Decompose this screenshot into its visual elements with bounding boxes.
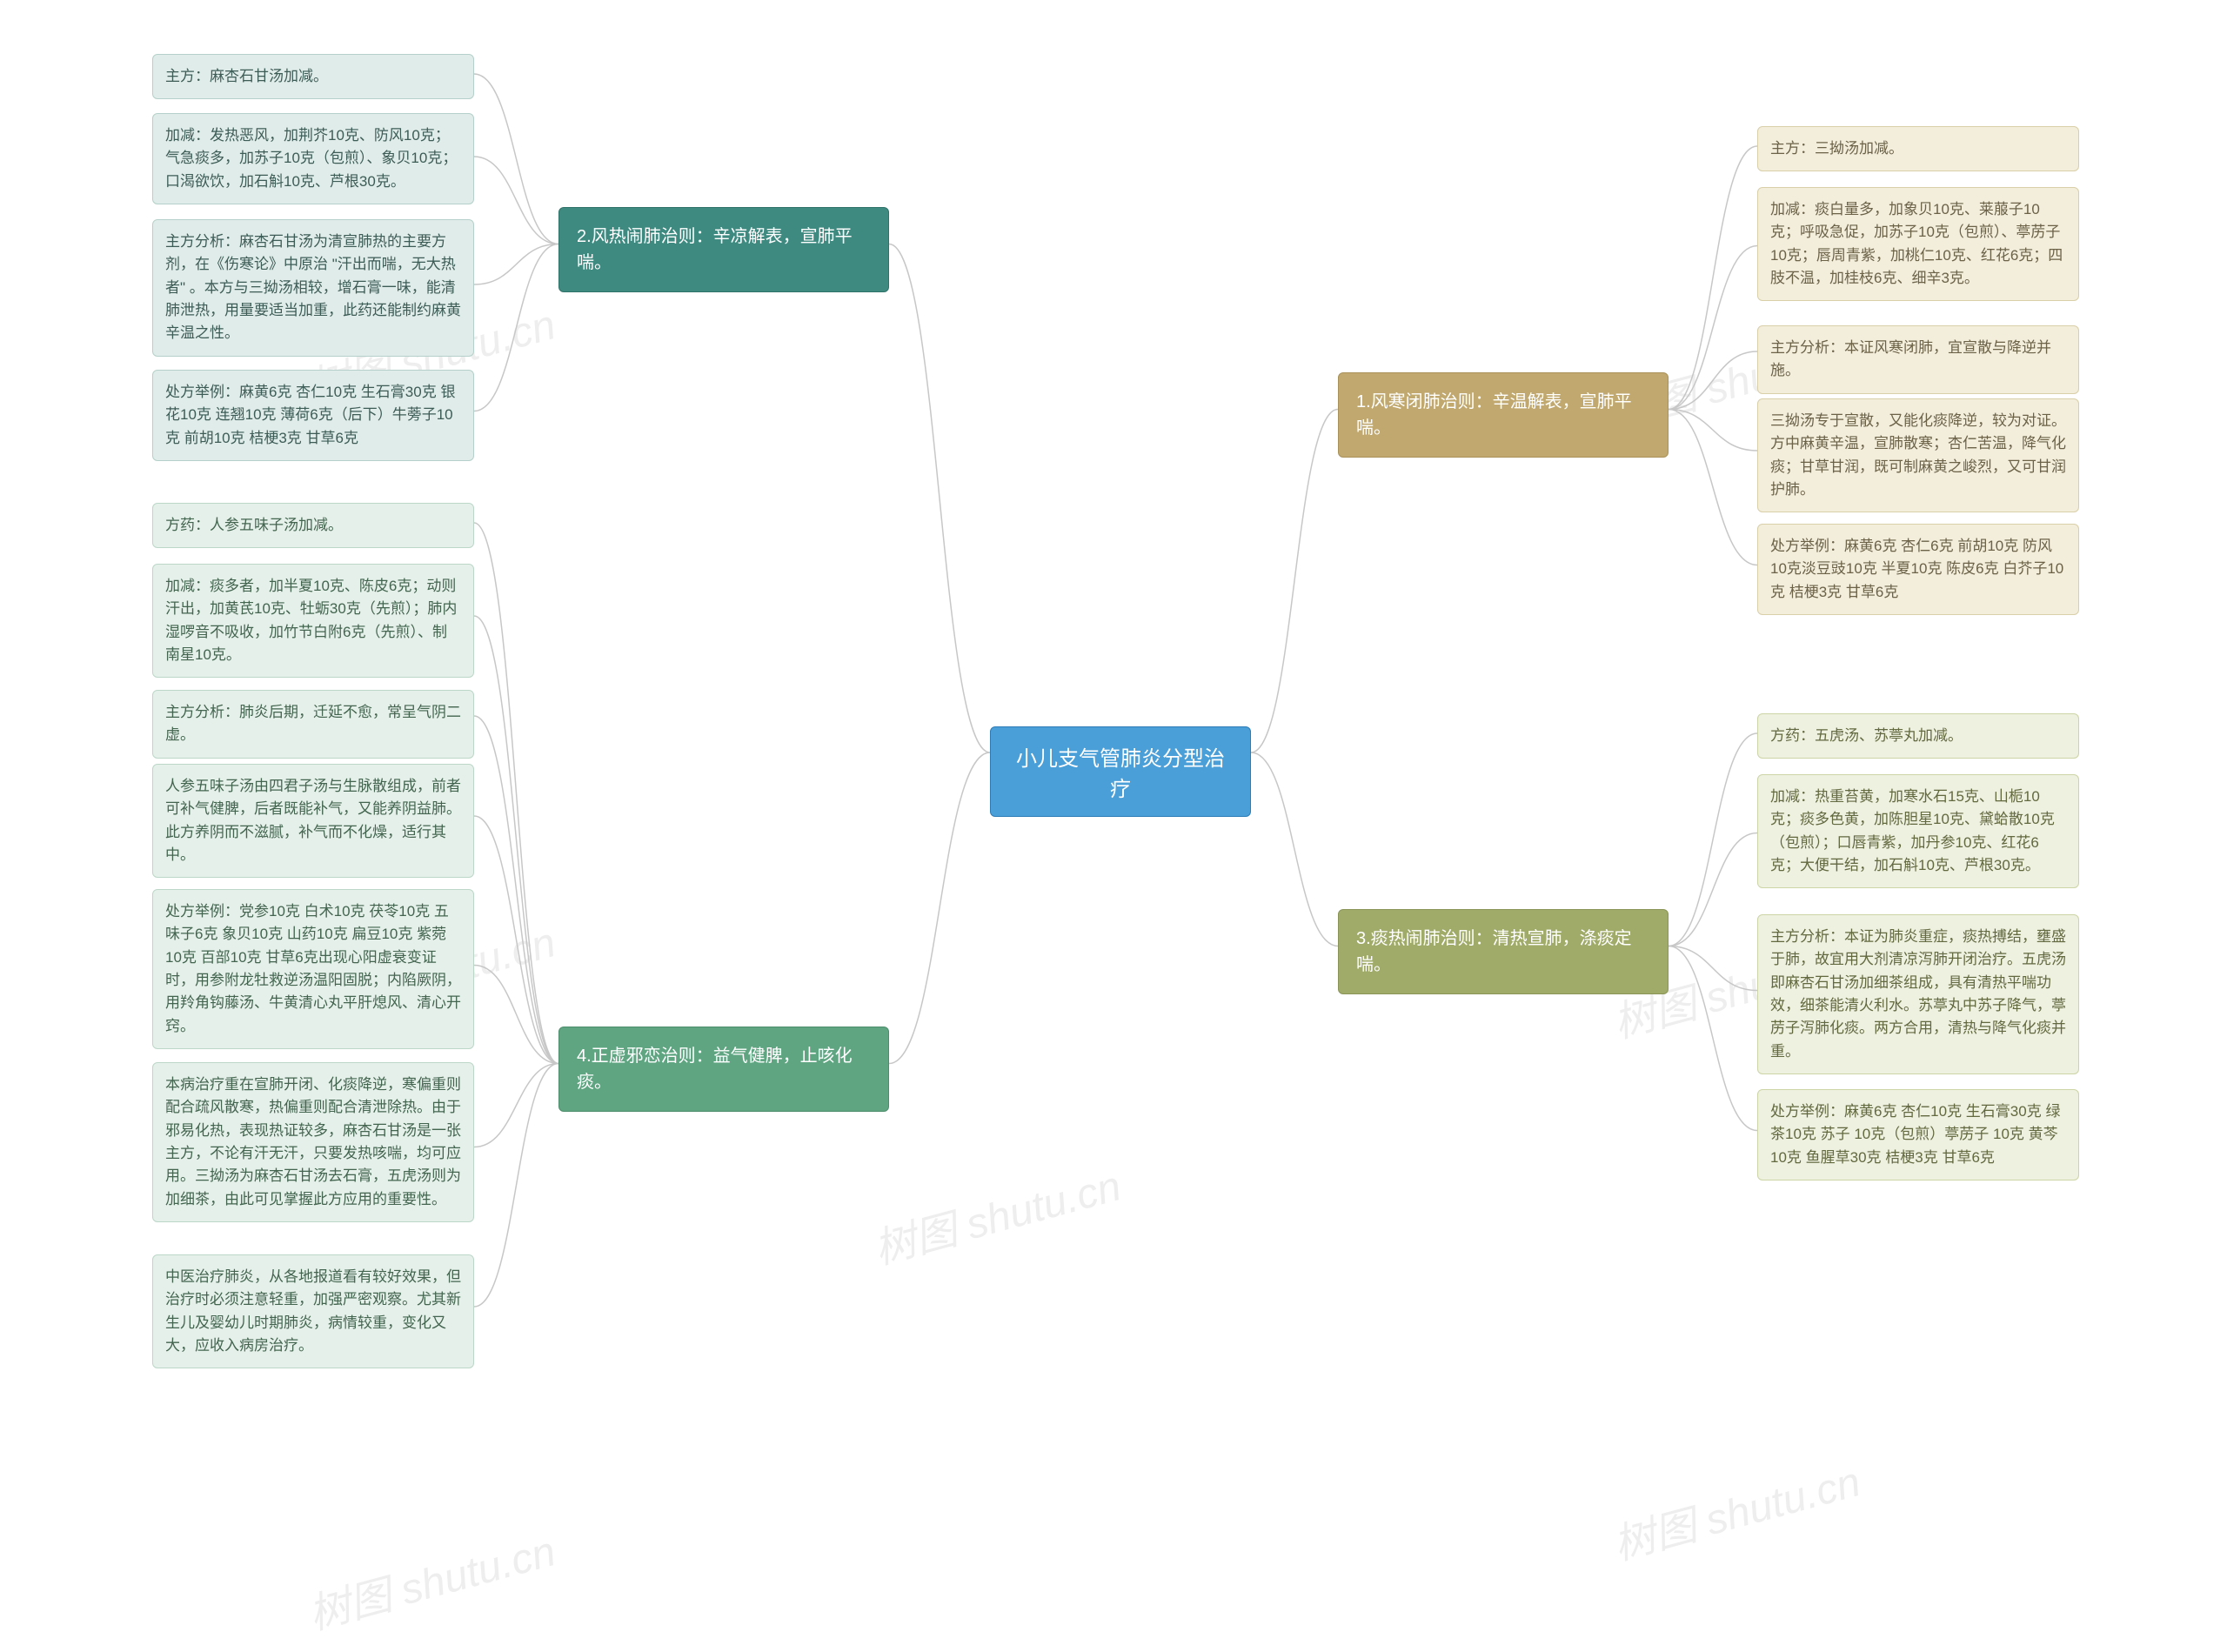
leaf-node: 处方举例：麻黄6克 杏仁10克 生石膏30克 银花10克 连翘10克 薄荷6克（… xyxy=(152,370,474,461)
leaf-node: 主方分析：麻杏石甘汤为清宣肺热的主要方剂，在《伤寒论》中原治 "汗出而喘，无大热… xyxy=(152,219,474,357)
leaf-node: 处方举例：麻黄6克 杏仁10克 生石膏30克 绿茶10克 苏子 10克（包煎）葶… xyxy=(1757,1089,2079,1180)
root-node: 小儿支气管肺炎分型治疗 xyxy=(990,726,1251,817)
branch-node-b4: 4.正虚邪恋治则：益气健脾，止咳化痰。 xyxy=(558,1027,889,1112)
branch-node-b1: 1.风寒闭肺治则：辛温解表，宣肺平喘。 xyxy=(1338,372,1669,458)
watermark: 树图 shutu.cn xyxy=(301,1517,561,1642)
leaf-node: 主方：麻杏石甘汤加减。 xyxy=(152,54,474,99)
leaf-node: 主方：三拗汤加减。 xyxy=(1757,126,2079,171)
leaf-node: 主方分析：本证风寒闭肺，宜宣散与降逆并施。 xyxy=(1757,325,2079,394)
leaf-node: 人参五味子汤由四君子汤与生脉散组成，前者可补气健脾，后者既能补气，又能养阴益肺。… xyxy=(152,764,474,878)
leaf-node: 加减：热重苔黄，加寒水石15克、山栀10克；痰多色黄，加陈胆星10克、黛蛤散10… xyxy=(1757,774,2079,888)
leaf-node: 中医治疗肺炎，从各地报道看有较好效果，但治疗时必须注意轻重，加强严密观察。尤其新… xyxy=(152,1254,474,1368)
leaf-node: 本病治疗重在宣肺开闭、化痰降逆，寒偏重则配合疏风散寒，热偏重则配合清泄除热。由于… xyxy=(152,1062,474,1222)
leaf-node: 处方举例：党参10克 白术10克 茯苓10克 五味子6克 象贝10克 山药10克… xyxy=(152,889,474,1049)
branch-node-b2: 2.风热闹肺治则：辛凉解表，宣肺平喘。 xyxy=(558,207,889,292)
leaf-node: 加减：痰白量多，加象贝10克、莱菔子10克；呼吸急促，加苏子10克（包煎）、葶苈… xyxy=(1757,187,2079,301)
leaf-node: 加减：痰多者，加半夏10克、陈皮6克；动则汗出，加黄芪10克、牡蛎30克（先煎）… xyxy=(152,564,474,678)
leaf-node: 主方分析：本证为肺炎重症，痰热搏结，壅盛于肺，故宜用大剂清凉泻肺开闭治疗。五虎汤… xyxy=(1757,914,2079,1074)
leaf-node: 处方举例：麻黄6克 杏仁6克 前胡10克 防风10克淡豆豉10克 半夏10克 陈… xyxy=(1757,524,2079,615)
leaf-node: 三拗汤专于宣散，又能化痰降逆，较为对证。方中麻黄辛温，宣肺散寒；杏仁苦温，降气化… xyxy=(1757,398,2079,512)
branch-node-b3: 3.痰热闹肺治则：清热宣肺，涤痰定喘。 xyxy=(1338,909,1669,994)
leaf-node: 方药：五虎汤、苏葶丸加减。 xyxy=(1757,713,2079,759)
leaf-node: 加减：发热恶风，加荆芥10克、防风10克；气急痰多，加苏子10克（包煎）、象贝1… xyxy=(152,113,474,204)
leaf-node: 主方分析：肺炎后期，迁延不愈，常呈气阴二虚。 xyxy=(152,690,474,759)
watermark: 树图 shutu.cn xyxy=(866,1152,1127,1276)
leaf-node: 方药：人参五味子汤加减。 xyxy=(152,503,474,548)
watermark: 树图 shutu.cn xyxy=(1606,1448,1866,1572)
